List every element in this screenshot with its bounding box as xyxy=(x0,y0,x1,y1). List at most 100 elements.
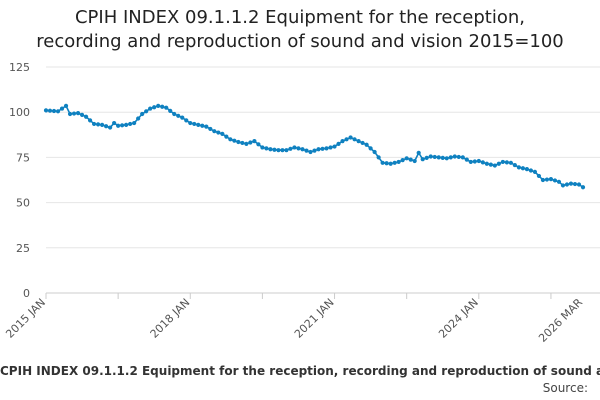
data-point xyxy=(452,154,457,159)
data-point xyxy=(204,124,209,129)
data-point xyxy=(132,120,137,126)
data-point xyxy=(504,160,509,165)
data-point xyxy=(236,139,241,145)
data-point xyxy=(508,160,513,165)
data-point xyxy=(380,160,385,165)
data-point xyxy=(312,148,317,153)
data-point xyxy=(144,109,149,114)
data-point xyxy=(83,114,89,119)
data-point xyxy=(536,173,542,179)
data-point xyxy=(552,178,558,183)
data-point xyxy=(396,159,401,165)
data-point xyxy=(392,160,397,165)
data-point xyxy=(304,148,309,153)
chart-title-line-1: CPIH INDEX 09.1.1.2 Equipment for the re… xyxy=(74,7,526,28)
data-point xyxy=(67,111,73,117)
data-point xyxy=(556,179,562,184)
data-point xyxy=(324,146,329,151)
data-point xyxy=(256,142,261,147)
data-point xyxy=(248,140,253,145)
data-point xyxy=(572,181,578,187)
data-point xyxy=(384,161,389,166)
data-point xyxy=(79,112,85,118)
data-point xyxy=(560,183,566,188)
data-point xyxy=(440,155,445,160)
data-point xyxy=(240,140,245,146)
data-point xyxy=(96,122,101,127)
data-point xyxy=(91,121,97,127)
chart-title: CPIH INDEX 09.1.1.2 Equipment for the re… xyxy=(0,6,600,54)
data-point xyxy=(428,154,433,159)
data-point xyxy=(63,103,69,108)
data-point xyxy=(576,182,582,187)
data-point xyxy=(156,103,161,108)
data-point xyxy=(51,108,57,114)
data-point xyxy=(400,158,405,163)
data-point xyxy=(172,111,177,117)
x-tick-label: 2018 JAN xyxy=(148,296,193,341)
data-point xyxy=(300,147,305,152)
data-point xyxy=(252,139,257,144)
data-point xyxy=(55,109,61,114)
data-point xyxy=(464,157,469,162)
source-label: Source: xyxy=(542,381,588,395)
data-point xyxy=(212,129,217,134)
y-tick-label: 75 xyxy=(16,151,30,164)
data-point xyxy=(188,120,193,126)
data-point xyxy=(296,146,301,151)
data-point xyxy=(372,149,377,155)
data-point xyxy=(116,123,121,128)
data-point xyxy=(120,123,125,128)
data-point xyxy=(164,105,169,110)
data-point xyxy=(128,121,133,127)
data-point xyxy=(208,126,213,132)
grid-layer xyxy=(46,66,600,294)
data-point xyxy=(268,147,273,152)
data-point xyxy=(544,177,550,182)
data-point xyxy=(220,131,225,136)
data-point xyxy=(59,106,65,111)
data-point xyxy=(71,111,77,116)
data-point xyxy=(388,161,393,166)
data-point xyxy=(100,122,105,127)
data-point xyxy=(484,161,489,166)
chart-caption: CPIH INDEX 09.1.1.2 Equipment for the re… xyxy=(0,364,600,378)
chart-title-line-2: recording and reproduction of sound and … xyxy=(36,31,564,52)
data-point xyxy=(416,150,421,155)
data-point xyxy=(216,130,221,135)
data-point xyxy=(276,148,281,153)
x-tick-label: 2015 JAN xyxy=(3,296,48,341)
data-point xyxy=(264,146,269,151)
data-point xyxy=(200,123,205,128)
data-point xyxy=(364,142,369,147)
data-point xyxy=(196,122,201,127)
data-point xyxy=(468,159,473,165)
data-point xyxy=(336,141,341,146)
data-point xyxy=(360,140,365,146)
data-point xyxy=(488,162,493,167)
data-point xyxy=(344,137,349,142)
data-point xyxy=(260,145,265,150)
data-point xyxy=(152,105,157,110)
data-point xyxy=(444,156,449,161)
data-point xyxy=(516,165,521,170)
data-point xyxy=(356,139,361,144)
data-point xyxy=(368,146,373,151)
data-point xyxy=(528,168,534,173)
data-point xyxy=(432,154,437,160)
data-point xyxy=(284,148,289,153)
x-tick-label: 2024 JAN xyxy=(436,296,481,341)
series-layer xyxy=(43,103,586,190)
data-point xyxy=(472,159,477,164)
data-point xyxy=(124,122,129,127)
data-point xyxy=(340,139,345,144)
data-point xyxy=(180,115,185,120)
data-point xyxy=(492,163,497,168)
data-point xyxy=(148,106,153,111)
data-point xyxy=(480,160,485,165)
data-point xyxy=(320,146,325,151)
data-point xyxy=(448,155,453,160)
data-point xyxy=(192,121,197,127)
data-point xyxy=(580,185,586,190)
series-line xyxy=(45,105,584,188)
